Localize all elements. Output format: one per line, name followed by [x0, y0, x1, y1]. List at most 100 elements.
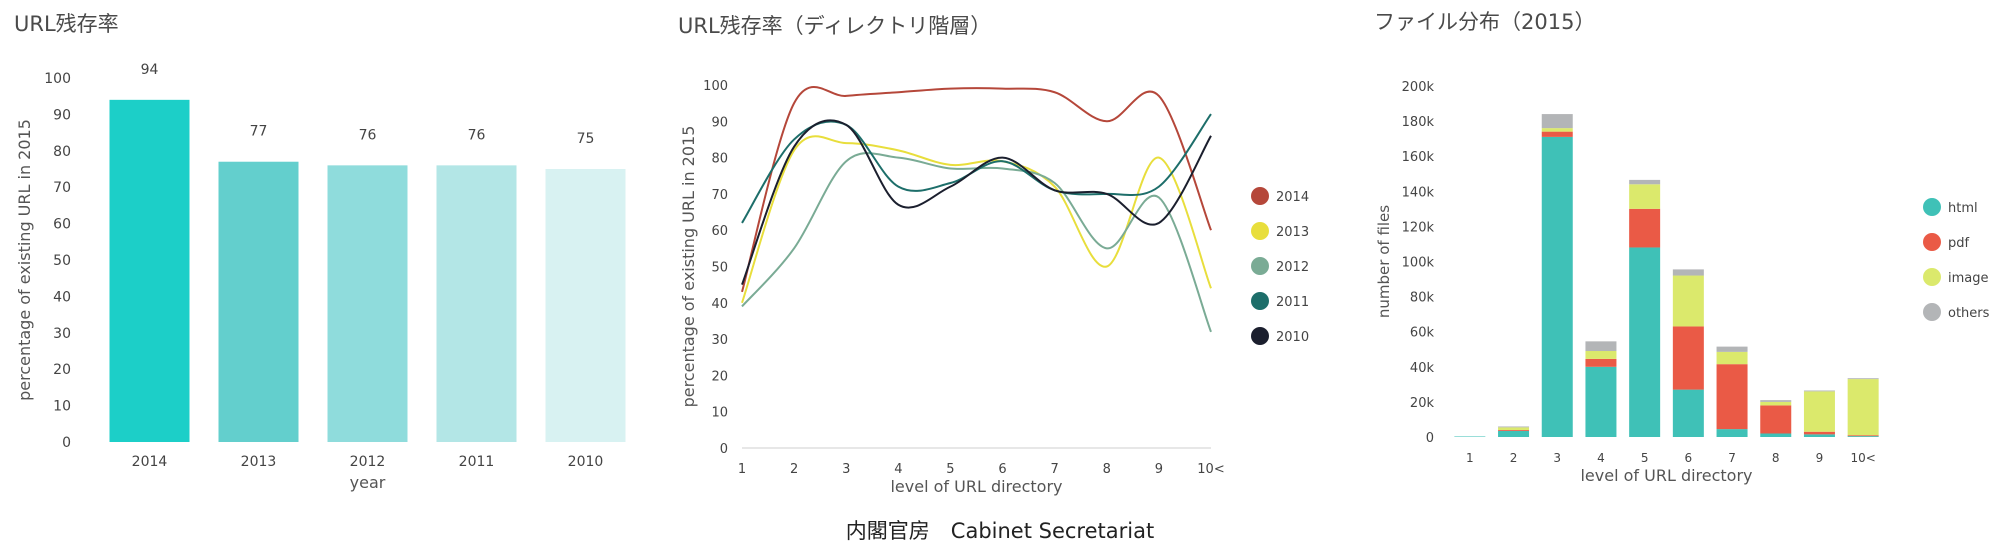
legend-label: 2012 — [1276, 260, 1309, 275]
x-tick-label: 3 — [842, 462, 850, 477]
y-tick-label: 30 — [53, 326, 71, 342]
y-tick-label: 100 — [703, 79, 728, 94]
y-tick-label: 10 — [53, 399, 71, 415]
y-tick-label: 10 — [711, 406, 728, 421]
y-tick-label: 30 — [711, 333, 728, 348]
legend-label: others — [1948, 306, 1990, 321]
x-tick-label: 2013 — [241, 454, 277, 470]
x-tick-label: 9 — [1155, 462, 1163, 477]
legend-label: 2010 — [1276, 330, 1309, 345]
bar-segment-html — [1716, 429, 1748, 437]
bar-segment-html — [1629, 247, 1661, 437]
y-tick-label: 0 — [720, 442, 728, 457]
bar-segment-others — [1760, 400, 1792, 402]
y-tick-label: 40 — [53, 289, 71, 305]
bar-segment-others — [1847, 378, 1879, 380]
x-tick-label: 5 — [946, 462, 954, 477]
x-tick-label: 2011 — [459, 454, 495, 470]
bar-segment-html — [1498, 430, 1530, 437]
y-tick-label: 120k — [1402, 220, 1435, 235]
y-tick-label: 90 — [711, 115, 728, 130]
bar-value-label: 94 — [141, 62, 159, 78]
bar-segment-others — [1803, 390, 1835, 392]
x-tick-label: 5 — [1641, 451, 1649, 465]
bar-segment-others — [1629, 179, 1661, 185]
chart3-title: ファイル分布（2015） — [1374, 10, 1596, 34]
bar-segment-image — [1672, 275, 1704, 327]
bar-segment-pdf — [1760, 405, 1792, 434]
bar-segment-html — [1847, 436, 1879, 437]
bar-segment-html — [1803, 434, 1835, 437]
x-tick-label: 2012 — [350, 454, 386, 470]
legend-label: image — [1948, 271, 1989, 286]
y-tick-label: 20 — [53, 362, 71, 378]
y-tick-label: 160k — [1402, 150, 1435, 165]
y-tick-label: 80 — [711, 152, 728, 167]
y-axis-label: percentage of existing URL in 2015 — [15, 119, 34, 401]
y-tick-label: 50 — [53, 253, 71, 269]
x-tick-label: 4 — [894, 462, 902, 477]
y-tick-label: 20k — [1410, 396, 1435, 411]
y-tick-label: 140k — [1402, 185, 1435, 200]
y-axis-label: number of files — [1375, 205, 1393, 318]
bar-value-label: 76 — [359, 127, 377, 143]
y-tick-label: 80k — [1410, 291, 1435, 306]
bar-segment-pdf — [1803, 431, 1835, 435]
legend-label: 2014 — [1276, 190, 1309, 205]
bar-segment-others — [1498, 426, 1530, 428]
bar — [545, 169, 626, 442]
y-tick-label: 20 — [711, 369, 728, 384]
bar-segment-others — [1672, 269, 1704, 276]
bar-segment-pdf — [1672, 326, 1704, 390]
bar-segment-pdf — [1716, 364, 1748, 430]
x-tick-label: 9 — [1816, 451, 1824, 465]
bar — [109, 99, 190, 442]
x-tick-label: 3 — [1553, 451, 1561, 465]
legend-swatch-image — [1923, 268, 1941, 286]
bar-segment-html — [1672, 389, 1704, 437]
x-tick-label: 2 — [790, 462, 798, 477]
legend-swatch-2014 — [1251, 187, 1269, 205]
chart2-title: URL残存率（ディレクトリ階層） — [678, 14, 992, 38]
legend-swatch-html — [1923, 198, 1941, 216]
x-axis-label: year — [350, 473, 386, 492]
bar-segment-image — [1847, 379, 1879, 436]
x-tick-label: 8 — [1103, 462, 1111, 477]
y-tick-label: 60 — [711, 224, 728, 239]
bar-segment-image — [1585, 351, 1617, 359]
x-tick-label: 1 — [1466, 451, 1474, 465]
y-tick-label: 180k — [1402, 115, 1435, 130]
legend-swatch-2010 — [1251, 327, 1269, 345]
bar-segment-image — [1498, 427, 1530, 430]
legend-swatch-others — [1923, 303, 1941, 321]
x-axis-label: level of URL directory — [890, 477, 1062, 496]
y-tick-label: 60k — [1410, 326, 1435, 341]
bar — [327, 165, 408, 443]
y-axis-label: percentage of existing URL in 2015 — [679, 126, 698, 408]
bar-segment-image — [1541, 128, 1573, 132]
x-tick-label: 8 — [1772, 451, 1780, 465]
bar-segment-image — [1803, 391, 1835, 432]
bar-segment-image — [1629, 184, 1661, 209]
bar-segment-others — [1585, 341, 1617, 352]
y-tick-label: 200k — [1402, 80, 1435, 95]
series-line-2014 — [741, 86, 1212, 293]
x-tick-label: 6 — [1685, 451, 1693, 465]
legend-label: 2013 — [1276, 225, 1309, 240]
y-tick-label: 40k — [1410, 361, 1435, 376]
bar-segment-html — [1585, 366, 1617, 437]
bar-segment-html — [1454, 436, 1486, 437]
x-tick-label: 7 — [1051, 462, 1059, 477]
y-tick-label: 70 — [53, 180, 71, 196]
y-tick-label: 60 — [53, 217, 71, 233]
y-tick-label: 0 — [62, 435, 71, 451]
y-tick-label: 90 — [53, 107, 71, 123]
chart1-title: URL残存率 — [14, 12, 119, 36]
y-tick-label: 100 — [44, 71, 71, 87]
bar-segment-html — [1541, 136, 1573, 437]
bar-segment-image — [1716, 351, 1748, 365]
legend-label: pdf — [1948, 236, 1970, 251]
